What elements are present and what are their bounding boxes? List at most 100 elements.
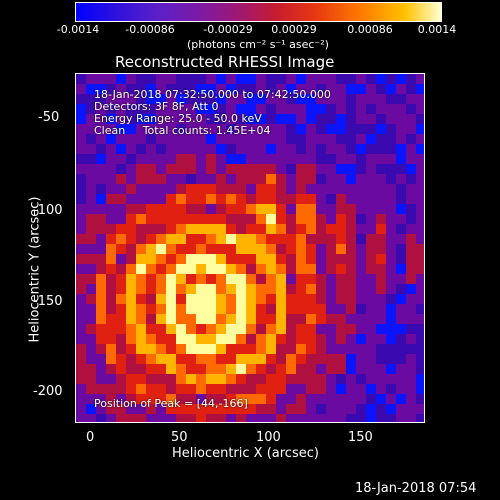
heatmap-cell (406, 124, 416, 134)
heatmap-cell (86, 314, 96, 324)
heatmap-cell (366, 74, 376, 84)
heatmap-cell (76, 324, 86, 334)
heatmap-cell (296, 194, 306, 204)
heatmap-cell (156, 214, 166, 224)
heatmap-cell (116, 204, 126, 214)
heatmap-cell (246, 294, 256, 304)
heatmap-cell (306, 164, 316, 174)
heatmap-cell (236, 364, 246, 374)
y-tick: -150 (33, 294, 63, 309)
heatmap-cell (76, 294, 86, 304)
heatmap-cell (226, 284, 236, 294)
heatmap-cell (246, 244, 256, 254)
heatmap-cell (136, 264, 146, 274)
heatmap-cell (196, 104, 206, 114)
heatmap-cell (216, 234, 226, 244)
heatmap-cell (106, 144, 116, 154)
heatmap-cell (76, 194, 86, 204)
heatmap-cell (216, 364, 226, 374)
heatmap-cell (366, 284, 376, 294)
heatmap-cell (396, 284, 406, 294)
heatmap-cell (226, 194, 236, 204)
heatmap-cell (406, 384, 416, 394)
heatmap-cell (86, 84, 96, 94)
heatmap-cell (286, 184, 296, 194)
heatmap-cell (356, 344, 366, 354)
heatmap-cell (346, 354, 356, 364)
heatmap-cell (226, 104, 236, 114)
heatmap-cell (96, 404, 106, 414)
heatmap-cell (406, 184, 416, 194)
heatmap-cell (216, 104, 226, 114)
heatmap-cell (206, 264, 216, 274)
heatmap-cell (226, 374, 236, 384)
heatmap-cell (206, 174, 216, 184)
heatmap-cell (286, 214, 296, 224)
heatmap-cell (266, 254, 276, 264)
heatmap-cell (286, 414, 296, 422)
heatmap-cell (126, 304, 136, 314)
heatmap-cell (186, 194, 196, 204)
heatmap-cell (266, 384, 276, 394)
heatmap-cell (376, 284, 386, 294)
heatmap-cell (286, 304, 296, 314)
heatmap-cell (236, 194, 246, 204)
heatmap-cell (116, 94, 126, 104)
heatmap-cell (326, 134, 336, 144)
heatmap-cell (116, 184, 126, 194)
heatmap-cell (166, 144, 176, 154)
heatmap-cell (236, 104, 246, 114)
heatmap-cell (276, 284, 286, 294)
heatmap-cell (336, 144, 346, 154)
heatmap-cell (176, 314, 186, 324)
heatmap-cell (416, 104, 424, 114)
heatmap-cell (376, 364, 386, 374)
heatmap-cell (146, 154, 156, 164)
heatmap-cell (256, 184, 266, 194)
heatmap-cell (326, 314, 336, 324)
heatmap-cell (156, 134, 166, 144)
heatmap-cell (286, 114, 296, 124)
heatmap-cell (316, 74, 326, 84)
colorbar (75, 2, 442, 22)
heatmap-cell (136, 244, 146, 254)
heatmap-cell (356, 334, 366, 344)
heatmap-cell (416, 334, 424, 344)
x-tick: 150 (348, 430, 373, 445)
detectors: Detectors: 3F 8F, Att 0 (94, 100, 219, 113)
heatmap-cell (126, 94, 136, 104)
heatmap-cell (356, 194, 366, 204)
heatmap-cell (306, 194, 316, 204)
heatmap-cell (326, 74, 336, 84)
heatmap-cell (336, 184, 346, 194)
heatmap-cell (106, 374, 116, 384)
heatmap-cell (176, 174, 186, 184)
heatmap-cell (176, 374, 186, 384)
heatmap-cell (236, 244, 246, 254)
heatmap-cell (236, 154, 246, 164)
heatmap-cell (176, 394, 186, 404)
heatmap-cell (406, 104, 416, 114)
heatmap-cell (176, 264, 186, 274)
heatmap-cell (326, 254, 336, 264)
heatmap-cell (306, 154, 316, 164)
heatmap-cell (346, 304, 356, 314)
heatmap-cell (416, 184, 424, 194)
heatmap-cell (216, 164, 226, 174)
heatmap-cell (256, 104, 266, 114)
heatmap-cell (96, 94, 106, 104)
heatmap-cell (86, 304, 96, 314)
heatmap-cell (166, 134, 176, 144)
heatmap-cell (116, 164, 126, 174)
heatmap-cell (276, 314, 286, 324)
heatmap-cell (206, 414, 216, 422)
heatmap-cell (266, 284, 276, 294)
heatmap-cell (196, 284, 206, 294)
heatmap-cell (366, 224, 376, 234)
heatmap-cell (366, 404, 376, 414)
heatmap-cell (276, 124, 286, 134)
heatmap-cell (386, 164, 396, 174)
heatmap-cell (376, 104, 386, 114)
heatmap-cell (206, 144, 216, 154)
heatmap-cell (156, 264, 166, 274)
